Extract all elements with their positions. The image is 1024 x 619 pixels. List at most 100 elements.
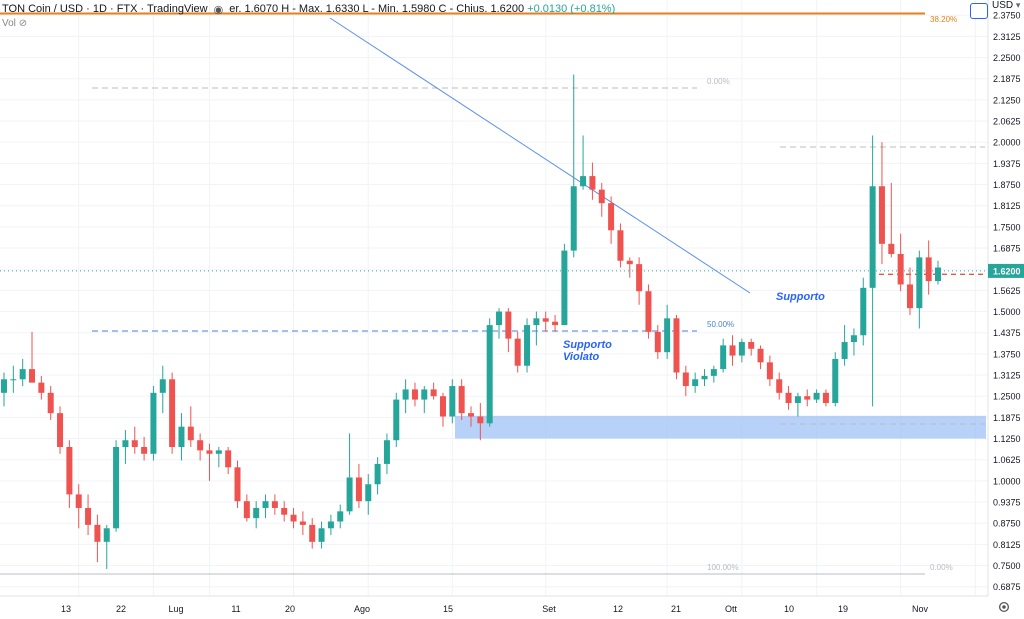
y-tick-label: 1.0000 xyxy=(993,476,1021,486)
candle-body xyxy=(906,284,913,309)
candle xyxy=(393,392,400,447)
candle-body xyxy=(850,335,857,343)
candle-body xyxy=(860,287,867,336)
candle xyxy=(738,338,745,363)
candle xyxy=(626,257,633,278)
candle-body xyxy=(720,345,727,370)
candle-body xyxy=(794,396,801,403)
candle xyxy=(766,355,773,387)
change-readout: +0.0130 (+0.81%) xyxy=(527,3,616,15)
candle-body xyxy=(75,494,82,508)
candle xyxy=(832,352,839,407)
candle-body xyxy=(122,440,129,447)
candle-body xyxy=(253,507,260,519)
candle xyxy=(103,524,110,569)
candle-body xyxy=(626,260,633,265)
candle xyxy=(813,389,820,403)
candle xyxy=(710,365,717,383)
x-tick-label: Lug xyxy=(168,604,183,614)
candle xyxy=(75,484,82,529)
candle-body xyxy=(888,243,895,254)
currency-selector[interactable]: USD ▾ xyxy=(992,0,1021,11)
candle-body xyxy=(234,467,241,502)
y-tick-label: 2.1875 xyxy=(993,74,1021,84)
y-tick-label: 1.7500 xyxy=(993,222,1021,232)
y-tick-label: 0.7500 xyxy=(993,561,1021,571)
candle-body xyxy=(94,524,101,542)
candle-body xyxy=(337,511,344,522)
candle-body xyxy=(38,382,45,393)
candle xyxy=(271,494,278,515)
y-tick-label: 1.9375 xyxy=(993,159,1021,169)
candle xyxy=(748,338,755,356)
candle-body xyxy=(131,440,138,447)
candle-body xyxy=(486,325,493,424)
candle xyxy=(692,372,699,393)
candle-body xyxy=(383,440,390,464)
candle-body xyxy=(701,375,708,380)
candle xyxy=(178,413,185,461)
candle xyxy=(542,311,549,332)
candle xyxy=(486,318,493,427)
candle-body xyxy=(748,342,755,349)
last-price-label: 1.6200 xyxy=(993,266,1021,276)
candle-body xyxy=(766,362,773,380)
candle-body xyxy=(505,311,512,339)
candle xyxy=(225,447,232,475)
candle-body xyxy=(290,514,297,522)
toggle-panel-button[interactable] xyxy=(970,3,988,19)
candle xyxy=(159,365,166,414)
candle xyxy=(421,386,428,414)
candle xyxy=(299,511,306,536)
candle xyxy=(253,501,260,529)
candle-body xyxy=(496,311,503,326)
eye-icon[interactable]: ◉ xyxy=(213,3,224,16)
candle xyxy=(570,74,577,258)
candle-body xyxy=(785,392,792,403)
y-tick-label: 1.2500 xyxy=(993,392,1021,402)
candle-body xyxy=(897,253,904,285)
candle xyxy=(514,331,521,373)
candle-body xyxy=(355,477,362,502)
candle xyxy=(785,386,792,410)
x-tick-label: 22 xyxy=(116,604,126,614)
candle xyxy=(860,277,867,346)
candle xyxy=(365,474,372,515)
candle-body xyxy=(561,250,568,326)
candle-body xyxy=(869,186,876,288)
candle xyxy=(925,240,932,295)
candle xyxy=(327,514,334,536)
candle-body xyxy=(402,389,409,400)
x-tick-label: 13 xyxy=(61,604,71,614)
candle-body xyxy=(664,318,671,353)
symbol-title[interactable]: TON Coin / USD · 1D · FTX · TradingView xyxy=(2,3,208,15)
candle xyxy=(318,521,325,549)
candle-body xyxy=(19,369,26,380)
candle-body xyxy=(552,321,559,326)
volume-label[interactable]: Vol ⊘ xyxy=(2,18,28,29)
candle-body xyxy=(197,440,204,451)
y-tick-label: 1.8750 xyxy=(993,180,1021,190)
candle-body xyxy=(598,189,605,204)
candle-body xyxy=(187,426,194,441)
candle-body xyxy=(393,399,400,441)
candle-body xyxy=(178,426,185,447)
candle xyxy=(701,369,708,387)
candle-body xyxy=(1,379,7,393)
candle xyxy=(131,426,138,454)
fib-label-50: 50.00% xyxy=(707,320,734,329)
candle xyxy=(113,440,120,532)
candle xyxy=(804,389,811,407)
candle-body xyxy=(692,379,699,387)
candle xyxy=(383,433,390,475)
candle-body xyxy=(580,176,587,187)
candle-body xyxy=(608,203,615,231)
settings-icon[interactable] xyxy=(996,600,1012,614)
fib-label-100: 100.00% xyxy=(707,563,739,572)
eye-off-icon[interactable]: ⊘ xyxy=(18,18,28,29)
x-tick-label: 11 xyxy=(231,604,240,614)
candle-body xyxy=(299,521,306,525)
candle xyxy=(439,392,446,427)
annotation-supporto: Supporto xyxy=(776,291,825,303)
